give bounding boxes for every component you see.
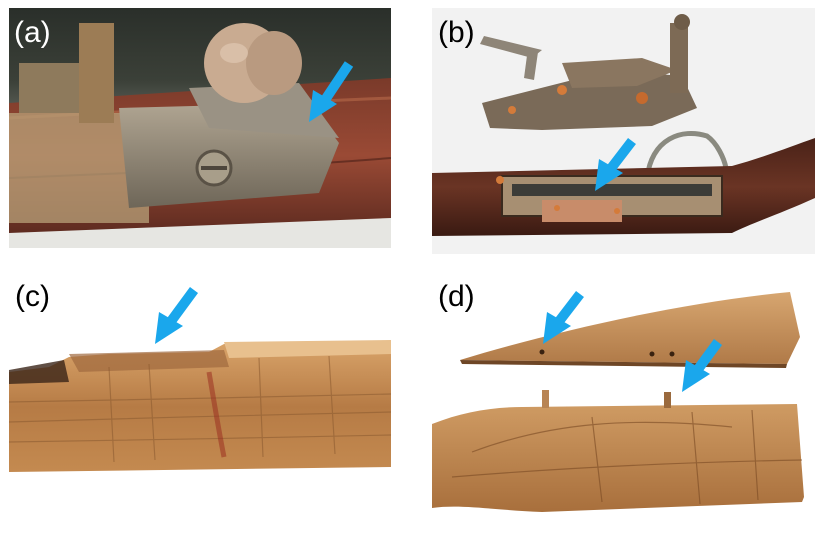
arrow-marker	[595, 137, 636, 191]
panel-b: (b)	[432, 8, 815, 254]
arrow-marker	[309, 61, 354, 122]
panel-a: (a)	[9, 8, 391, 248]
panel-label-d: (d)	[438, 280, 475, 313]
arrow-marker	[155, 287, 199, 344]
panel-a-photo	[9, 8, 391, 248]
panel-label-a: (a)	[14, 16, 51, 49]
panel-label-b: (b)	[438, 16, 475, 49]
panel-c-photo	[9, 272, 391, 528]
panel-label-c: (c)	[15, 280, 50, 313]
arrow-marker-lower	[682, 339, 723, 392]
panel-d: (d)	[432, 272, 815, 528]
panel-d-photo	[432, 272, 815, 528]
arrow-marker-upper	[543, 290, 584, 344]
panel-c: (c)	[9, 272, 391, 528]
panel-b-photo	[432, 8, 815, 254]
